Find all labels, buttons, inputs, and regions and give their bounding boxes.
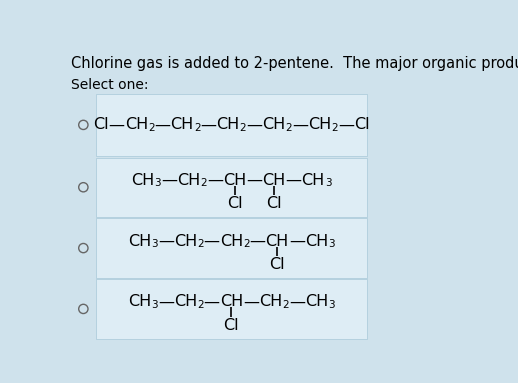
- Text: CH: CH: [128, 295, 151, 309]
- Text: CH: CH: [220, 234, 243, 249]
- Text: CH: CH: [305, 295, 328, 309]
- Text: 2: 2: [197, 300, 204, 310]
- Text: —: —: [285, 173, 301, 188]
- Text: —: —: [247, 173, 262, 188]
- Text: CH: CH: [174, 295, 197, 309]
- Text: 2: 2: [243, 239, 250, 249]
- Text: Cl: Cl: [269, 257, 285, 272]
- Text: —: —: [204, 295, 220, 309]
- Text: CH: CH: [170, 117, 194, 133]
- Text: CH: CH: [125, 117, 148, 133]
- Bar: [96, 158, 367, 217]
- Text: CH: CH: [177, 173, 200, 188]
- Text: CH: CH: [259, 295, 282, 309]
- Text: CH: CH: [217, 117, 240, 133]
- Text: 2: 2: [282, 300, 289, 310]
- Text: CH: CH: [301, 173, 325, 188]
- Text: 3: 3: [154, 178, 161, 188]
- Text: 2: 2: [197, 239, 204, 249]
- Text: —: —: [154, 117, 170, 133]
- Text: 2: 2: [200, 178, 207, 188]
- Text: —: —: [109, 117, 125, 133]
- Text: CH: CH: [220, 295, 243, 309]
- Text: Cl: Cl: [93, 117, 109, 133]
- Text: Chlorine gas is added to 2-pentene.  The major organic product is: Chlorine gas is added to 2-pentene. The …: [71, 56, 518, 71]
- Text: 2: 2: [148, 123, 154, 133]
- Bar: [96, 218, 367, 278]
- Text: —: —: [161, 173, 177, 188]
- Text: 3: 3: [328, 239, 335, 249]
- Text: Cl: Cl: [227, 196, 242, 211]
- Text: 2: 2: [194, 123, 200, 133]
- Text: CH: CH: [266, 234, 289, 249]
- Bar: [96, 279, 367, 339]
- Text: CH: CH: [131, 173, 154, 188]
- Text: 3: 3: [151, 239, 158, 249]
- Bar: [96, 94, 367, 156]
- Text: CH: CH: [128, 234, 151, 249]
- Text: 2: 2: [240, 123, 247, 133]
- Text: CH: CH: [308, 117, 332, 133]
- Text: CH: CH: [305, 234, 328, 249]
- Text: —: —: [207, 173, 223, 188]
- Text: —: —: [338, 117, 354, 133]
- Text: —: —: [289, 234, 305, 249]
- Text: CH: CH: [174, 234, 197, 249]
- Text: —: —: [247, 117, 262, 133]
- Text: Cl: Cl: [266, 196, 282, 211]
- Text: —: —: [289, 295, 305, 309]
- Text: Cl: Cl: [354, 117, 370, 133]
- Text: CH: CH: [262, 117, 285, 133]
- Text: —: —: [292, 117, 308, 133]
- Text: —: —: [158, 234, 174, 249]
- Text: —: —: [204, 234, 220, 249]
- Text: 2: 2: [332, 123, 338, 133]
- Text: —: —: [243, 295, 259, 309]
- Text: Select one:: Select one:: [71, 78, 149, 92]
- Text: 3: 3: [151, 300, 158, 310]
- Text: —: —: [200, 117, 217, 133]
- Text: CH: CH: [262, 173, 285, 188]
- Text: CH: CH: [223, 173, 247, 188]
- Text: Cl: Cl: [224, 318, 239, 333]
- Text: —: —: [250, 234, 266, 249]
- Text: 3: 3: [325, 178, 332, 188]
- Text: 3: 3: [328, 300, 335, 310]
- Text: —: —: [158, 295, 174, 309]
- Text: 2: 2: [285, 123, 292, 133]
